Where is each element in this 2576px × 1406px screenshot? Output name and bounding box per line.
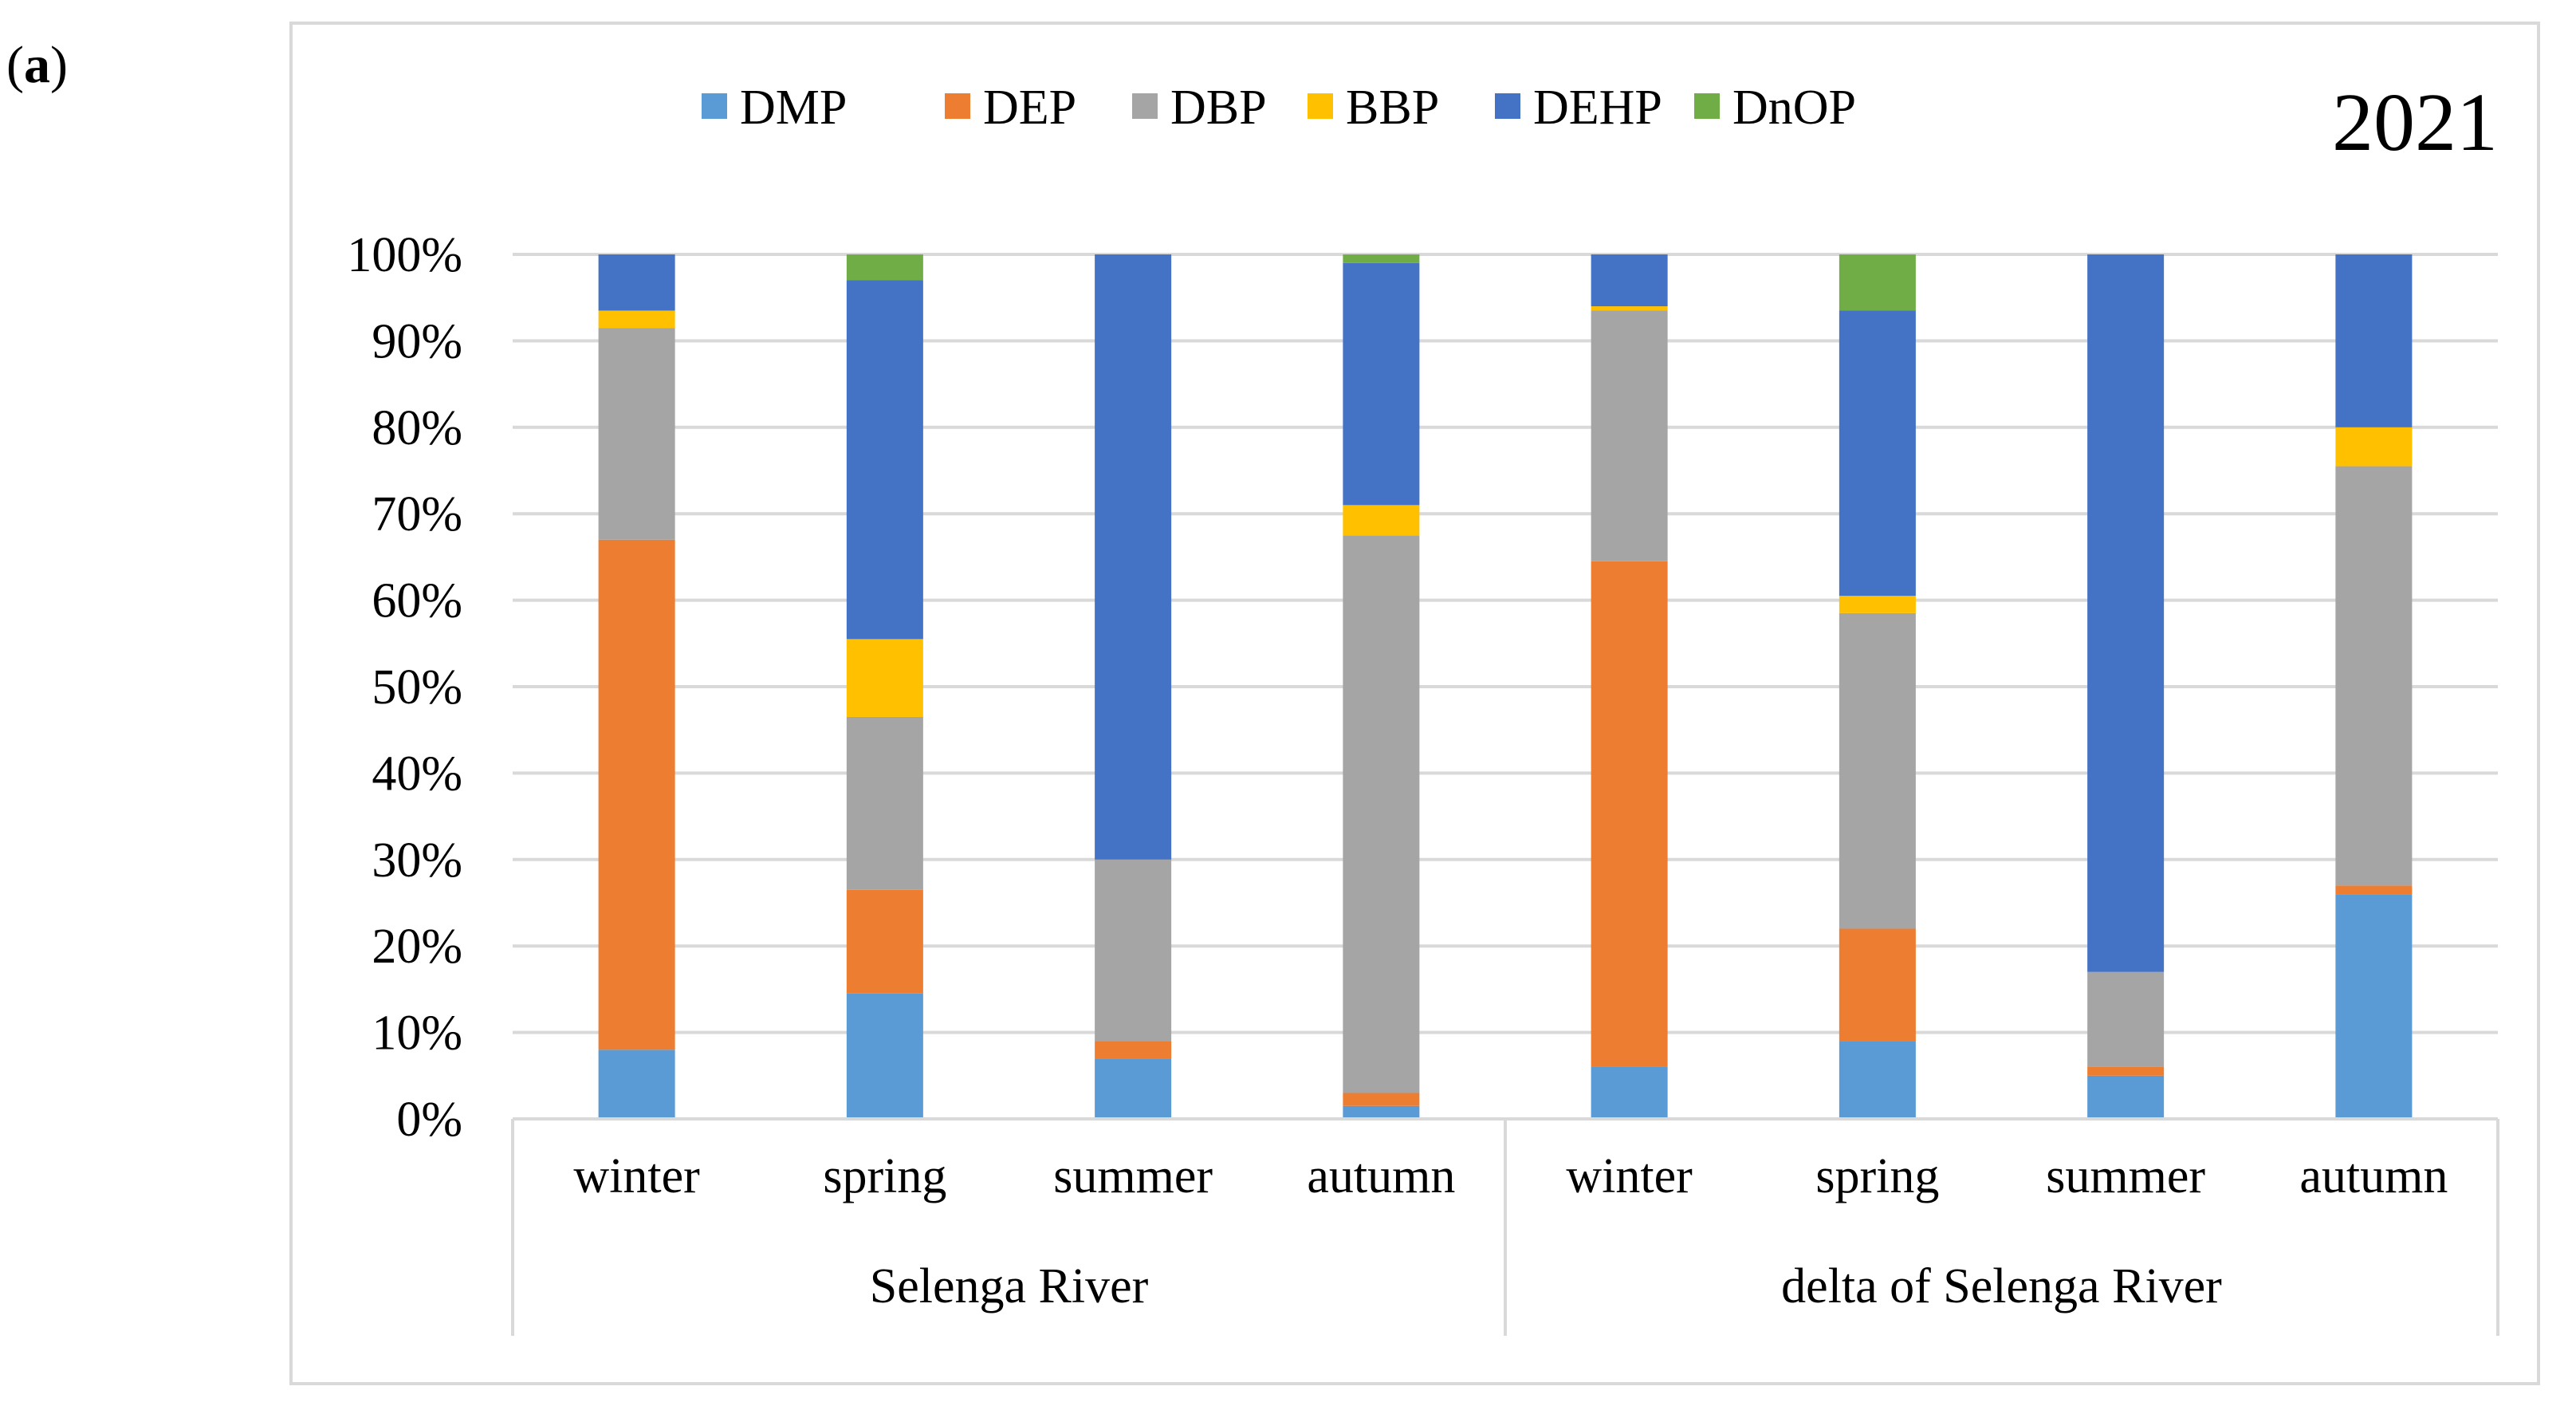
bars [598, 254, 2413, 1119]
legend-swatch-dbp [1132, 93, 1158, 119]
y-tick-label: 80% [372, 401, 462, 455]
legend-swatch-dnop [1694, 93, 1720, 119]
legend: DMP DEP DBP BBP DEHP DnOP [702, 81, 1856, 135]
bar-segment-bbp [1591, 306, 1668, 311]
bar-segment-dbp [1343, 535, 1420, 1093]
bar-segment-dehp [1839, 310, 1916, 597]
chart-frame [289, 22, 2540, 1385]
bar-segment-dbp [1591, 310, 1668, 561]
y-tick-label: 90% [372, 314, 462, 368]
x-group-label: Selenga River [870, 1259, 1149, 1313]
panel-label: (a) [6, 36, 68, 94]
bar-segment-dnop [846, 254, 923, 281]
y-tick-label: 50% [372, 660, 462, 715]
y-tick-label: 10% [372, 1006, 462, 1061]
bar-segment-dep [1839, 928, 1916, 1042]
bar-segment-dep [1591, 561, 1668, 1067]
bar-segment-dmp [846, 993, 923, 1119]
bar-segment-dbp [1095, 859, 1172, 1042]
bar-segment-dehp [598, 254, 675, 311]
bar-segment-dmp [2335, 894, 2413, 1119]
bar-segment-dbp [2335, 466, 2413, 886]
x-axis: Selenga River delta of Selenga River winte… [511, 1117, 2499, 1336]
bar-segment-dbp [1839, 612, 1916, 929]
legend-label-dep: DEP [983, 81, 1076, 135]
x-category-label: autumn [1307, 1149, 1455, 1203]
x-category-label: summer [1053, 1149, 1213, 1203]
bar-segment-dehp [2087, 254, 2165, 972]
bar-segment-dmp [1095, 1058, 1172, 1119]
bar-segment-dbp [2087, 971, 2165, 1067]
bar-segment-dmp [2087, 1075, 2165, 1119]
x-category-label: winter [573, 1149, 700, 1203]
bar-segment-dehp [1343, 262, 1420, 506]
bar-segment-bbp [598, 310, 675, 329]
x-category-label: autumn [2299, 1149, 2448, 1203]
x-category-label: spring [1815, 1149, 1939, 1203]
chart-year-title: 2021 [2332, 77, 2498, 168]
y-tick-label: 30% [372, 833, 462, 888]
bar-segment-dep [846, 889, 923, 994]
bar-segment-dep [1095, 1041, 1172, 1059]
bar-segment-dbp [598, 328, 675, 540]
bar-segment-bbp [1839, 596, 1916, 613]
bar-segment-dehp [1591, 254, 1668, 307]
legend-swatch-dehp [1495, 93, 1520, 119]
x-category-label: winter [1566, 1149, 1693, 1203]
bar-segment-dmp [598, 1050, 675, 1119]
legend-label-dehp: DEHP [1533, 81, 1662, 135]
x-category-label: spring [823, 1149, 946, 1203]
y-tick-label: 40% [372, 746, 462, 801]
bar-segment-dbp [846, 716, 923, 890]
legend-swatch-bbp [1308, 93, 1333, 119]
legend-swatch-dmp [702, 93, 727, 119]
legend-label-bbp: BBP [1346, 81, 1439, 135]
y-tick-label: 100% [347, 228, 462, 282]
bar-segment-bbp [846, 639, 923, 717]
bar-segment-bbp [2335, 427, 2413, 467]
y-tick-label: 60% [372, 574, 462, 628]
bar-segment-dep [2087, 1066, 2165, 1076]
bar-segment-dehp [846, 280, 923, 640]
bar-segment-dmp [1343, 1105, 1420, 1119]
y-tick-label: 20% [372, 920, 462, 974]
bar-segment-dep [598, 539, 675, 1050]
legend-label-dbp: DBP [1170, 81, 1267, 135]
bar-segment-dmp [1839, 1041, 1916, 1119]
gridlines [513, 253, 2498, 1120]
y-tick-label: 0% [396, 1093, 462, 1147]
bar-segment-dep [1343, 1093, 1420, 1106]
bar-segment-bbp [1343, 505, 1420, 536]
bar-segment-dehp [2335, 254, 2413, 427]
y-tick-label: 70% [372, 487, 462, 542]
bar-segment-dehp [1095, 254, 1172, 860]
legend-swatch-dep [945, 93, 970, 119]
x-category-label: summer [2046, 1149, 2205, 1203]
bar-segment-dmp [1591, 1066, 1668, 1119]
bar-segment-dnop [1343, 254, 1420, 263]
x-group-label: delta of Selenga River [1781, 1259, 2222, 1313]
legend-label-dnop: DnOP [1732, 81, 1856, 135]
bar-segment-dep [2335, 885, 2413, 895]
y-axis-ticks: 0% 10% 20% 30% 40% 50% 60% 70% 80% 90% 100% [347, 228, 462, 1147]
legend-label-dmp: DMP [740, 81, 847, 135]
bar-segment-dnop [1839, 254, 1916, 311]
